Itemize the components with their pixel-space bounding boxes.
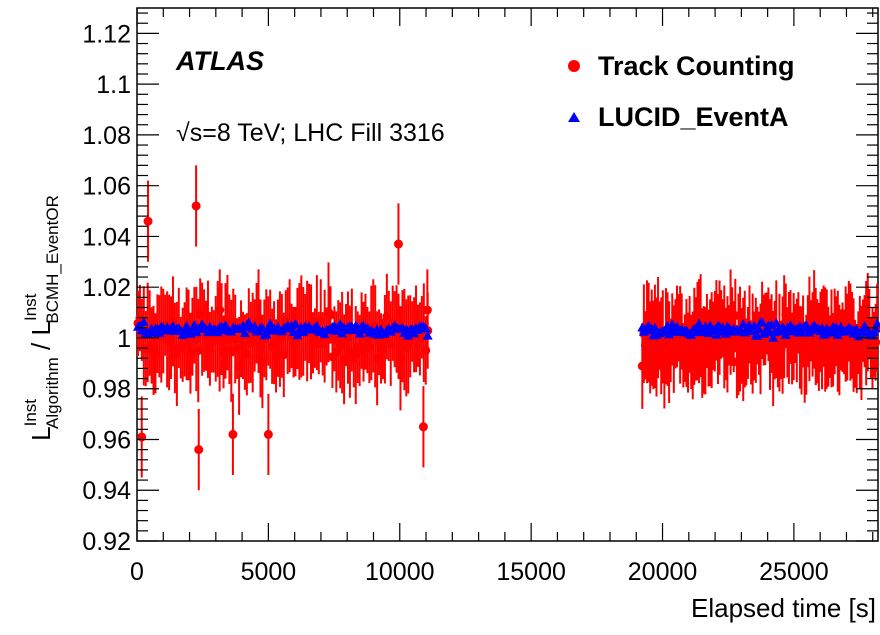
- lucid-point: [711, 329, 722, 339]
- legend-label-lucid: LUCID_EventA: [598, 102, 789, 132]
- track-counting-point: [191, 201, 201, 211]
- lucid-point: [265, 318, 276, 328]
- y-axis-title-sup-right: Inst: [21, 293, 40, 321]
- y-tick-label: 0.92: [82, 528, 131, 556]
- x-tick-label: 5000: [241, 558, 297, 586]
- lucid-point: [138, 316, 149, 326]
- lucid-point: [757, 317, 768, 327]
- lucid-point: [872, 318, 880, 328]
- lucid-point: [753, 324, 764, 334]
- y-tick-label: 1.12: [82, 20, 131, 48]
- y-axis-title-divider: /: [26, 336, 56, 358]
- atlas-label: ATLAS: [175, 46, 264, 76]
- track-counting-point: [279, 350, 289, 360]
- x-tick-label: 25000: [759, 558, 829, 586]
- y-axis-title: LInst Algorithm / LInst BCMH_EventOR: [21, 195, 62, 441]
- y-tick-label: 1.1: [96, 71, 131, 99]
- y-axis-title-main-left: L: [26, 426, 56, 440]
- track-counting-point: [137, 432, 147, 442]
- lucid-point: [261, 329, 272, 339]
- track-counting-point: [421, 345, 431, 355]
- x-axis-title: Elapsed time [s]: [691, 593, 876, 623]
- track-counting-point: [228, 429, 238, 439]
- y-axis-title-sup-left: Inst: [21, 399, 40, 427]
- plot-area-border: [136, 7, 879, 542]
- lucid-point: [354, 328, 365, 338]
- lucid-point: [154, 328, 165, 338]
- x-tick-label: 10000: [365, 558, 435, 586]
- y-tick-label: 0.98: [82, 376, 131, 404]
- lucid-point: [780, 330, 791, 340]
- lucid-point: [290, 319, 301, 329]
- lucid-point: [801, 319, 812, 329]
- y-tick-label: 1: [117, 325, 131, 353]
- run-info-label: √s=8 TeV; LHC Fill 3316: [176, 119, 445, 147]
- legend-marker-lucid: [568, 112, 580, 122]
- legend-marker-track-counting: [568, 60, 580, 72]
- track-counting-point: [215, 305, 225, 315]
- track-counting-point: [263, 429, 273, 439]
- y-axis-title-sub-left: Algorithm: [43, 357, 62, 429]
- lucid-point: [768, 332, 779, 342]
- lucid-point: [694, 318, 705, 328]
- data-layer: [132, 165, 880, 491]
- track-counting-point: [393, 239, 403, 249]
- legend: Track Counting LUCID_EventA: [568, 51, 795, 132]
- lucid-point: [239, 328, 250, 338]
- y-axis-title-main-right: L: [26, 321, 56, 335]
- track-counting-point: [194, 445, 204, 455]
- y-tick-label: 1.06: [82, 173, 131, 201]
- lucid-point: [292, 330, 303, 340]
- lucid-point: [181, 320, 192, 330]
- x-tick-label: 20000: [628, 558, 698, 586]
- y-tick-label: 0.94: [82, 477, 131, 505]
- track-counting-point: [325, 310, 335, 320]
- track-counting-point: [143, 216, 153, 226]
- track-counting-point: [422, 305, 432, 315]
- y-axis-title-sub-right: BCMH_EventOR: [43, 195, 62, 323]
- y-tick-label: 0.96: [82, 426, 131, 454]
- axes-layer: 0 5000 10000 15000 20000 25000 0.92 0.94 0.96 0.9…: [82, 8, 878, 586]
- plot-frame: [136, 7, 879, 542]
- x-tick-label: 15000: [496, 558, 566, 586]
- lucid-point: [422, 330, 433, 340]
- lucid-point: [420, 323, 431, 333]
- y-tick-label: 1.08: [82, 122, 131, 150]
- y-tick-label: 1.04: [82, 223, 131, 251]
- x-tick-label: 0: [130, 558, 144, 586]
- track-counting-point: [418, 422, 428, 432]
- lucid-point: [749, 320, 760, 330]
- lucid-point: [257, 322, 268, 332]
- legend-label-track-counting: Track Counting: [598, 51, 795, 81]
- lucid-point: [771, 317, 782, 327]
- lucid-point: [403, 330, 414, 340]
- y-tick-label: 1.02: [82, 274, 131, 302]
